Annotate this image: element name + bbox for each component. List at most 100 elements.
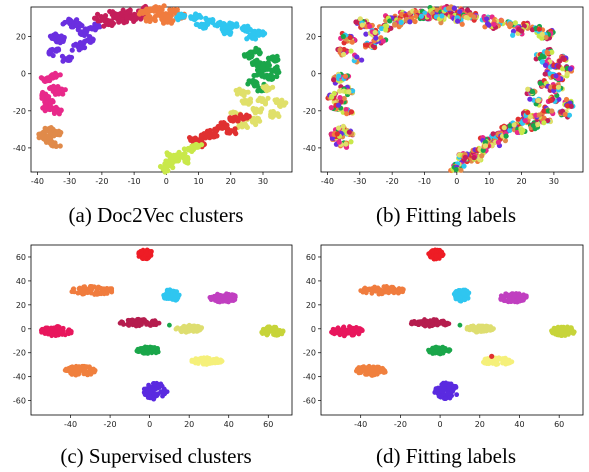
data-point [346, 89, 352, 95]
data-point [119, 17, 125, 23]
data-point [256, 50, 263, 56]
y-tick-label: -20 [303, 349, 316, 358]
data-point [357, 16, 363, 22]
data-point [68, 328, 74, 334]
x-tick-label: -40 [354, 420, 367, 429]
data-point [145, 351, 151, 356]
data-point [462, 154, 468, 160]
y-tick-label: 20 [306, 301, 316, 310]
data-point [359, 57, 365, 63]
y-tick-label: -60 [13, 397, 26, 406]
data-point [48, 104, 54, 110]
y-tick-label: 60 [16, 253, 26, 262]
data-point [553, 73, 559, 79]
data-point [76, 371, 82, 377]
data-point [260, 84, 266, 90]
data-point [171, 153, 177, 159]
x-tick-label: 10 [484, 177, 494, 186]
data-point [103, 21, 110, 27]
caption-c: (c) Supervised clusters [60, 444, 252, 468]
data-point [457, 9, 463, 15]
data-point [193, 143, 199, 150]
data-point [541, 108, 547, 114]
data-point [474, 329, 480, 335]
data-point [369, 288, 374, 294]
data-point [564, 70, 570, 77]
data-point [537, 80, 543, 86]
caption-b: (b) Fitting labels [376, 203, 516, 227]
data-point [42, 108, 48, 114]
data-point [220, 293, 225, 299]
data-point [147, 393, 152, 399]
data-point [551, 84, 558, 90]
data-point [204, 362, 210, 367]
x-tick-label: 20 [516, 177, 526, 186]
data-point [274, 97, 280, 103]
data-point [49, 333, 55, 339]
data-point [43, 100, 49, 106]
data-point [100, 17, 106, 23]
data-point [462, 297, 468, 303]
data-point [36, 131, 42, 137]
caption-a: (a) Doc2Vec clusters [68, 203, 244, 227]
data-point [152, 17, 158, 24]
data-point [241, 92, 247, 99]
x-tick-label: 30 [549, 177, 559, 186]
data-point [507, 360, 513, 365]
data-point [153, 319, 159, 325]
y-tick-label: 20 [16, 301, 26, 310]
data-point [418, 13, 425, 19]
data-point [495, 139, 501, 145]
data-point [208, 296, 214, 302]
data-point [555, 63, 562, 70]
x-tick-label: 40 [514, 420, 524, 429]
data-point [549, 49, 555, 55]
data-point [443, 396, 449, 401]
data-point [260, 330, 266, 335]
data-point [348, 109, 355, 115]
data-point [434, 318, 440, 323]
data-point [262, 99, 269, 105]
data-point [527, 96, 533, 102]
data-point [88, 284, 94, 290]
data-point [484, 20, 491, 27]
data-point [384, 284, 389, 289]
data-point [44, 93, 51, 99]
data-point [233, 130, 239, 137]
x-tick-label: -20 [95, 177, 108, 186]
data-point [531, 97, 537, 103]
data-point [458, 167, 464, 173]
data-point [181, 146, 187, 152]
x-tick-label: -40 [321, 177, 334, 186]
data-point [413, 13, 419, 20]
data-point [170, 18, 176, 24]
data-point [481, 328, 487, 334]
data-point [225, 127, 231, 133]
data-point [563, 96, 570, 103]
data-point [273, 111, 279, 117]
data-point [333, 328, 339, 334]
x-tick-label: -20 [386, 177, 399, 186]
y-tick-label: 40 [16, 277, 26, 286]
data-point [471, 155, 477, 161]
data-point [146, 321, 151, 327]
data-point [275, 330, 281, 336]
data-point [242, 121, 248, 127]
data-point [54, 332, 60, 338]
data-point [174, 293, 180, 299]
y-tick-label: -40 [13, 144, 26, 153]
data-point [507, 123, 513, 129]
data-point [428, 347, 434, 353]
data-point [265, 331, 271, 337]
data-point [71, 289, 77, 295]
data-point [416, 322, 422, 327]
data-point [75, 290, 81, 296]
data-point [363, 31, 369, 37]
data-point [510, 32, 516, 38]
data-point [485, 323, 491, 329]
data-point [48, 47, 54, 54]
data-point [560, 55, 566, 61]
data-point [50, 72, 56, 79]
data-point [342, 73, 349, 79]
data-point [254, 115, 260, 121]
